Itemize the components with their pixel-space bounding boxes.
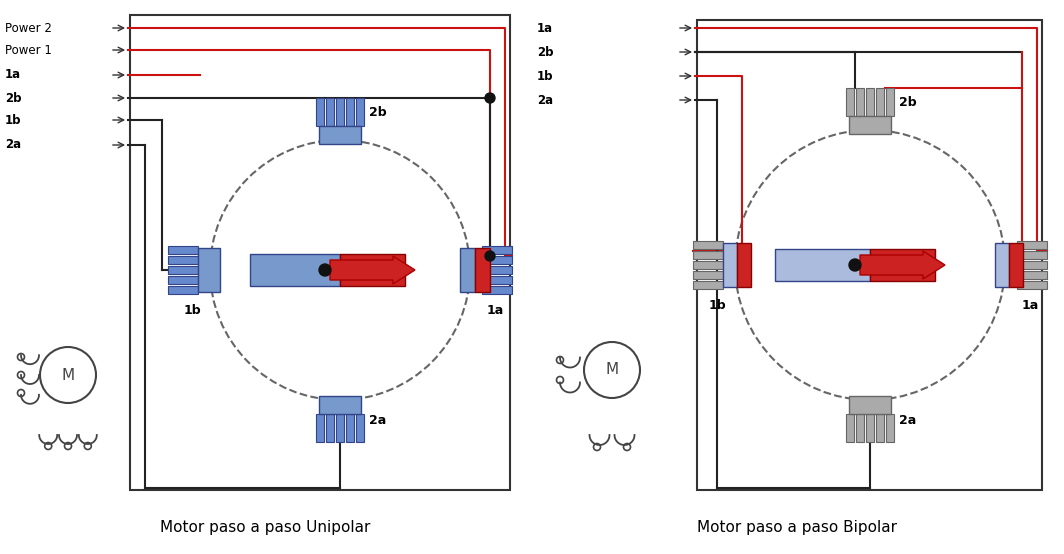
Bar bbox=[168, 276, 198, 284]
Text: 1a: 1a bbox=[537, 22, 553, 34]
Circle shape bbox=[319, 264, 331, 276]
Bar bbox=[849, 396, 891, 414]
Circle shape bbox=[849, 259, 861, 271]
Circle shape bbox=[485, 251, 495, 261]
Bar bbox=[326, 98, 334, 126]
Bar bbox=[693, 251, 724, 259]
Bar bbox=[1009, 243, 1023, 287]
Bar bbox=[1017, 241, 1047, 249]
Bar bbox=[168, 256, 198, 264]
Bar bbox=[168, 246, 198, 254]
Bar bbox=[356, 98, 364, 126]
Bar bbox=[319, 126, 361, 144]
Bar bbox=[356, 414, 364, 442]
Text: Power 1: Power 1 bbox=[5, 44, 52, 57]
Text: 1b: 1b bbox=[709, 299, 726, 312]
Bar bbox=[886, 88, 894, 116]
FancyArrow shape bbox=[860, 251, 945, 279]
Bar bbox=[724, 243, 737, 287]
Bar bbox=[336, 414, 344, 442]
Text: M: M bbox=[605, 362, 618, 377]
Bar bbox=[857, 88, 864, 116]
Text: Power 2: Power 2 bbox=[5, 22, 52, 34]
Text: 1b: 1b bbox=[5, 114, 21, 126]
Bar bbox=[346, 414, 354, 442]
Bar bbox=[870, 249, 935, 281]
Text: M: M bbox=[62, 367, 74, 382]
Bar bbox=[319, 396, 361, 414]
Bar bbox=[482, 256, 512, 264]
Text: 2a: 2a bbox=[369, 413, 386, 427]
Bar bbox=[168, 286, 198, 294]
Bar bbox=[697, 20, 1042, 490]
Bar bbox=[886, 414, 894, 442]
Bar bbox=[876, 414, 884, 442]
Bar bbox=[693, 261, 724, 269]
Bar bbox=[693, 241, 724, 249]
Text: 2b: 2b bbox=[369, 105, 386, 119]
Bar bbox=[846, 88, 854, 116]
Text: Motor paso a paso Bipolar: Motor paso a paso Bipolar bbox=[697, 520, 897, 535]
Bar bbox=[482, 266, 512, 274]
Bar bbox=[995, 243, 1009, 287]
Bar bbox=[346, 98, 354, 126]
Bar bbox=[775, 249, 870, 281]
Bar bbox=[1017, 271, 1047, 279]
Bar bbox=[340, 254, 405, 286]
Bar bbox=[693, 271, 724, 279]
Bar bbox=[482, 286, 512, 294]
Bar bbox=[857, 414, 864, 442]
Bar bbox=[737, 243, 751, 287]
Bar bbox=[866, 414, 874, 442]
Text: 1b: 1b bbox=[537, 69, 553, 83]
Text: 2b: 2b bbox=[899, 95, 916, 109]
FancyArrow shape bbox=[330, 256, 415, 284]
Text: Motor paso a paso Unipolar: Motor paso a paso Unipolar bbox=[160, 520, 370, 535]
Circle shape bbox=[485, 93, 495, 103]
Bar bbox=[1017, 261, 1047, 269]
Text: 2a: 2a bbox=[899, 413, 916, 427]
Text: 2a: 2a bbox=[5, 138, 21, 151]
Text: 2b: 2b bbox=[5, 91, 21, 105]
Bar bbox=[316, 414, 325, 442]
Text: 2a: 2a bbox=[537, 94, 553, 106]
Text: 2b: 2b bbox=[537, 45, 553, 59]
Bar bbox=[1017, 251, 1047, 259]
Text: 1a: 1a bbox=[486, 304, 503, 317]
Bar bbox=[198, 248, 220, 292]
Bar bbox=[693, 281, 724, 289]
Bar bbox=[326, 414, 334, 442]
Bar bbox=[130, 15, 510, 490]
Bar bbox=[482, 276, 512, 284]
Bar bbox=[336, 98, 344, 126]
Text: 1a: 1a bbox=[5, 69, 21, 81]
Bar bbox=[846, 414, 854, 442]
Bar bbox=[876, 88, 884, 116]
Bar bbox=[866, 88, 874, 116]
Bar bbox=[849, 116, 891, 134]
Bar bbox=[475, 248, 491, 292]
Bar bbox=[316, 98, 325, 126]
Bar bbox=[168, 266, 198, 274]
Bar bbox=[460, 248, 475, 292]
Bar bbox=[250, 254, 340, 286]
Text: 1a: 1a bbox=[1021, 299, 1038, 312]
Bar bbox=[482, 246, 512, 254]
Text: 1b: 1b bbox=[183, 304, 201, 317]
Bar bbox=[1017, 281, 1047, 289]
